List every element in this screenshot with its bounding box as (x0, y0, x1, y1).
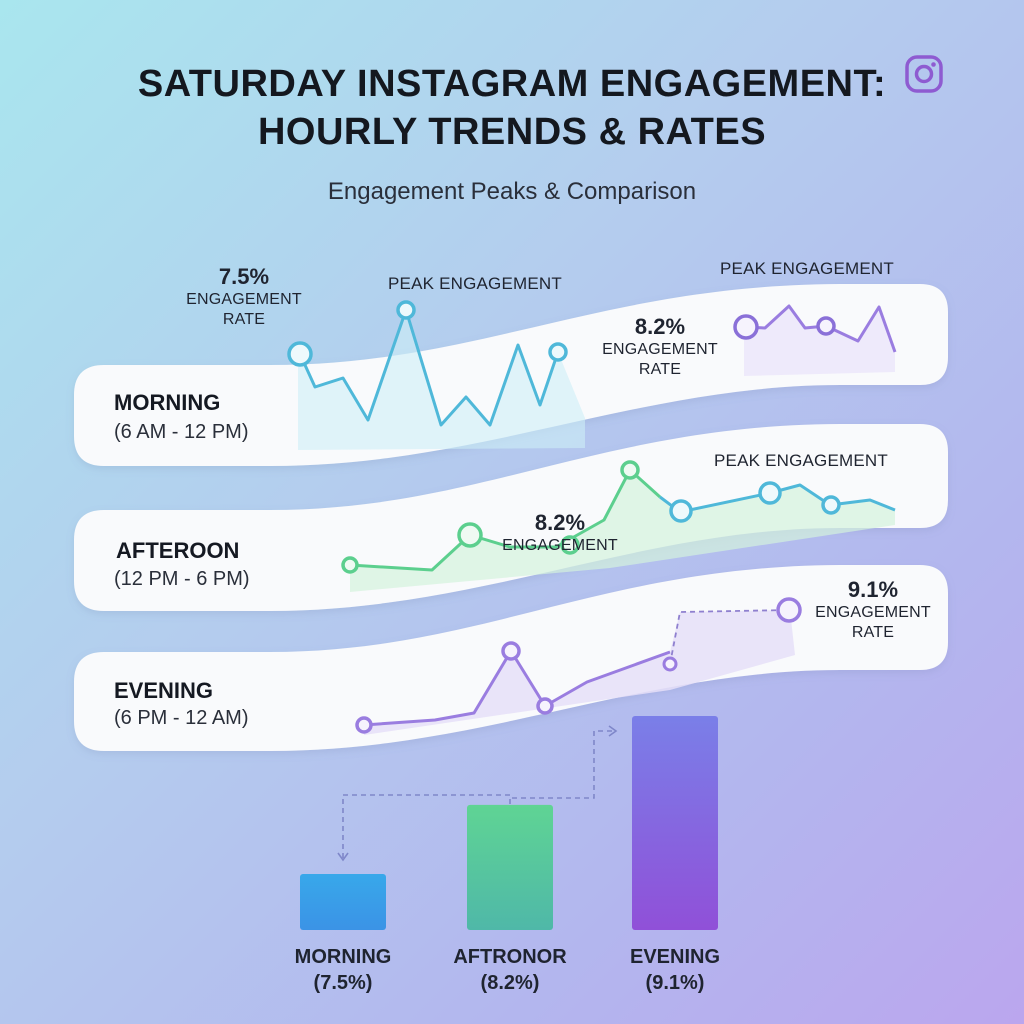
bar-label-evening: EVENING (9.1%) (605, 944, 745, 996)
arrow-head-1 (337, 852, 349, 862)
morning-right-start-point (733, 314, 759, 340)
morning-rate-label-2: RATE (222, 311, 266, 328)
afternoon-start-point (341, 556, 359, 574)
instagram-icon (905, 55, 943, 93)
evening-trend (355, 597, 802, 735)
morning-right-label-2: RATE (638, 361, 682, 378)
evening-start-point (355, 716, 373, 734)
bar-morning (300, 874, 386, 930)
band-morning-range: (6 AM - 12 PM) (114, 421, 249, 443)
afternoon-mid-point (457, 522, 483, 548)
afternoon-rate-value: 8.2% (534, 510, 586, 535)
bar-value-afternoon: (8.2%) (480, 972, 540, 994)
morning-right-label-1: ENGAGEMENT (602, 341, 718, 358)
bar-label-afternoon: AFTRONOR (8.2%) (440, 944, 580, 996)
bar-connectors (342, 730, 614, 858)
morning-right-rate-value: 8.2% (634, 314, 686, 339)
afternoon-rate-label: ENGAGEMENT (502, 537, 618, 554)
bar-category-afternoon: AFTRONOR (453, 946, 567, 968)
band-evening-range: (6 PM - 12 AM) (114, 707, 249, 729)
bar-value-morning: (7.5%) (313, 972, 373, 994)
page-title: SATURDAY INSTAGRAM ENGAGEMENT: HOURLY TR… (0, 60, 1024, 156)
afternoon-peak-label: PEAK ENGAGEMENT (714, 451, 888, 470)
title-line-1: SATURDAY INSTAGRAM ENGAGEMENT: (137, 63, 887, 105)
morning-right-peak-label: PEAK ENGAGEMENT (720, 259, 894, 278)
evening-end-point (776, 597, 802, 623)
afternoon-point-7 (821, 495, 841, 515)
bar-chart (300, 716, 718, 930)
morning-start-point (287, 341, 313, 367)
evening-rate-annotation: 9.1% ENGAGEMENT RATE (804, 577, 942, 643)
morning-right-mid-point (816, 316, 836, 336)
title-line-2: HOURLY TRENDS & RATES (257, 111, 767, 153)
bar-category-evening: EVENING (629, 946, 721, 968)
afternoon-dip-point (560, 535, 580, 555)
afternoon-point-6 (758, 481, 782, 505)
evening-peak-point (501, 641, 521, 661)
band-morning-name: MORNING (114, 390, 221, 415)
evening-dip-point (536, 697, 554, 715)
evening-rate-value: 9.1% (847, 577, 899, 602)
morning-right-rate-annotation: 8.2% ENGAGEMENT RATE (590, 314, 730, 380)
morning-trend (287, 300, 585, 450)
evening-mid-point (662, 656, 678, 672)
bar-afternoon (467, 804, 553, 930)
band-evening-name: EVENING (114, 678, 214, 703)
morning-end-point (548, 342, 568, 362)
band-afternoon-range: (12 PM - 6 PM) (114, 568, 250, 590)
band-afternoon (74, 424, 948, 611)
morning-rate-annotation: 7.5% ENGAGEMENT RATE (170, 264, 318, 330)
bar-label-morning: MORNING (7.5%) (273, 944, 413, 996)
afternoon-peak-point (620, 460, 640, 480)
morning-right-trend (733, 304, 897, 376)
bar-value-evening: (9.1%) (645, 972, 705, 994)
arrow-head-3 (608, 725, 618, 737)
page-subtitle: Engagement Peaks & Comparison (327, 178, 697, 205)
afternoon-point-5 (669, 499, 693, 523)
evening-label-2: RATE (851, 624, 895, 641)
band-afternoon-name: AFTEROON (116, 538, 240, 563)
morning-rate-label-1: ENGAGEMENT (186, 291, 302, 308)
morning-peak-label: PEAK ENGAGEMENT (388, 274, 562, 293)
afternoon-rate-annotation: 8.2% ENGAGEMENT (490, 510, 630, 556)
bar-evening (632, 716, 718, 930)
afternoon-trend (341, 460, 896, 592)
bar-category-morning: MORNING (294, 946, 392, 968)
morning-peak-point (396, 300, 416, 320)
morning-rate-value: 7.5% (218, 264, 270, 289)
evening-label-1: ENGAGEMENT (815, 604, 931, 621)
